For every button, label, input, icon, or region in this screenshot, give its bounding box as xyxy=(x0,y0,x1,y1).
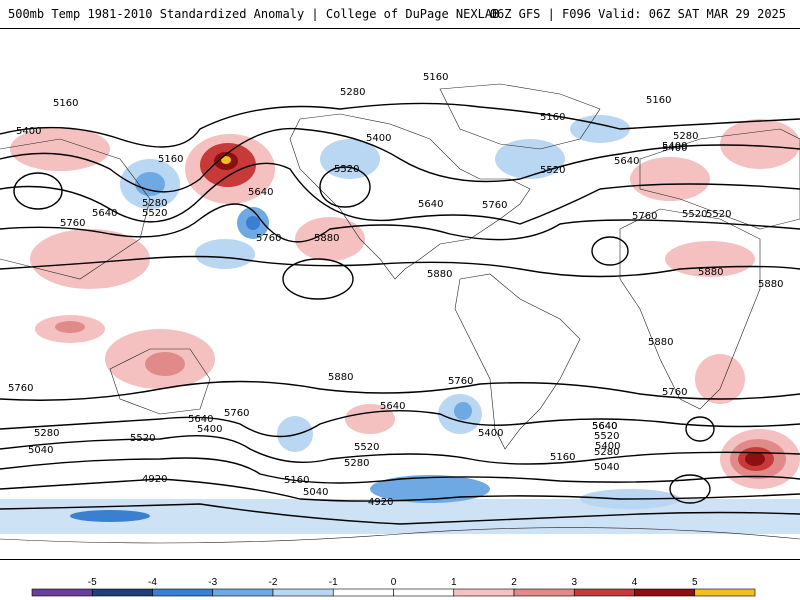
colorbar-swatch xyxy=(393,588,455,597)
colorbar-tick-label: 3 xyxy=(571,577,577,588)
colorbar-tick-label: -2 xyxy=(269,577,278,588)
colorbar-swatch xyxy=(91,588,153,597)
contour-label: 5520 xyxy=(594,431,619,442)
colorbar-swatch xyxy=(513,588,575,597)
contour-label: 5400 xyxy=(662,141,687,152)
colorbar-ticks: -5 -4 -3 -2 -1 0 1 2 3 4 5 xyxy=(88,577,698,588)
contour-label: 5640 xyxy=(592,421,617,432)
contour-label: 5760 xyxy=(256,233,281,244)
contour-label: 5040 xyxy=(28,445,53,456)
colorbar-tick-label: 2 xyxy=(511,577,517,588)
colorbar-swatch xyxy=(332,588,394,597)
contour-label: 5280 xyxy=(340,87,365,98)
contour-label: 5400 xyxy=(366,133,391,144)
contour-label: 5160 xyxy=(550,452,575,463)
contour-label: 5880 xyxy=(648,337,673,348)
contour-label: 5280 xyxy=(673,131,698,142)
contour-label: 5400 xyxy=(595,441,620,452)
contour-label: 5040 xyxy=(594,462,619,473)
colorbar-swatches xyxy=(31,588,756,597)
contour-label: 5640 xyxy=(92,208,117,219)
contour-label: 5520 xyxy=(142,208,167,219)
contour-label: 5160 xyxy=(284,475,309,486)
contour-label: 5400 xyxy=(197,424,222,435)
contour-label: 5880 xyxy=(758,279,783,290)
colorbar-swatch xyxy=(453,588,515,597)
contour-label: 5160 xyxy=(540,112,565,123)
colorbar-tick-label: 0 xyxy=(391,577,397,588)
colorbar-tick-label: -5 xyxy=(88,577,97,588)
contour-label: 5760 xyxy=(448,376,473,387)
colorbar-tick-label: 1 xyxy=(451,577,457,588)
contour-label: 5640 xyxy=(380,401,405,412)
contour-label-group: 5160 5280 5400 5520 5640 5760 5880 5160 … xyxy=(8,72,783,508)
contour-label: 5160 xyxy=(158,154,183,165)
colorbar-swatch xyxy=(31,588,93,597)
contour-label: 4920 xyxy=(142,474,167,485)
contour-label: 5640 xyxy=(592,421,617,432)
contour-label: 5520 xyxy=(540,165,565,176)
contour-label: 5280 xyxy=(34,428,59,439)
colorbar-tick-label: 4 xyxy=(632,577,638,588)
anomaly-map: 5160 5280 5400 5520 5640 5760 5880 5160 … xyxy=(0,28,800,560)
contour-label: 5880 xyxy=(698,267,723,278)
contour-label: 5160 xyxy=(423,72,448,83)
colorbar-swatch xyxy=(573,588,635,597)
contour-label: 5760 xyxy=(8,383,33,394)
height-contours xyxy=(0,102,800,525)
contour-label: 5880 xyxy=(427,269,452,280)
contour-label: 5520 xyxy=(354,442,379,453)
contour-label: 5040 xyxy=(303,487,328,498)
contour-label: 5160 xyxy=(53,98,78,109)
colorbar-swatch xyxy=(272,588,334,597)
contour-label: 5520 xyxy=(334,164,359,175)
colorbar-tick-label: -1 xyxy=(329,577,338,588)
map-title: 500mb Temp 1981-2010 Standardized Anomal… xyxy=(8,7,500,21)
contour-label: 5760 xyxy=(632,211,657,222)
contour-label: 5640 xyxy=(614,156,639,167)
contour-label: 5880 xyxy=(328,372,353,383)
contour-label: 5520 xyxy=(706,209,731,220)
colorbar-tick-label: -4 xyxy=(148,577,157,588)
colorbar-tick-label: -3 xyxy=(208,577,217,588)
anomaly-shading xyxy=(0,115,800,534)
contour-label: 5280 xyxy=(344,458,369,469)
colorbar-swatch xyxy=(152,588,214,597)
contour-label: 5280 xyxy=(594,447,619,458)
contour-label: 5400 xyxy=(16,126,41,137)
contour-label: 5640 xyxy=(188,414,213,425)
colorbar: -5 -4 -3 -2 -1 0 1 2 3 4 5 xyxy=(31,577,756,597)
contour-label: 5760 xyxy=(662,387,687,398)
coastlines xyxy=(0,83,800,544)
contour-label: 5520 xyxy=(130,433,155,444)
contour-label: 5280 xyxy=(142,198,167,209)
contour-label: 5880 xyxy=(314,233,339,244)
contour-label: 5400 xyxy=(662,143,687,154)
colorbar-swatch xyxy=(694,588,756,597)
contour-label: 5640 xyxy=(248,187,273,198)
contour-label: 5400 xyxy=(478,428,503,439)
colorbar-tick-label: 5 xyxy=(692,577,698,588)
model-run-info: 06Z GFS | F096 Valid: 06Z SAT MAR 29 202… xyxy=(489,7,786,21)
colorbar-swatch xyxy=(634,588,696,597)
colorbar-swatch xyxy=(212,588,274,597)
contour-label: 4920 xyxy=(368,497,393,508)
contour-label: 5160 xyxy=(646,95,671,106)
contour-label: 5760 xyxy=(224,408,249,419)
contour-label: 5640 xyxy=(418,199,443,210)
contour-label: 5520 xyxy=(682,209,707,220)
contour-label: 5760 xyxy=(60,218,85,229)
contour-label: 5760 xyxy=(482,200,507,211)
